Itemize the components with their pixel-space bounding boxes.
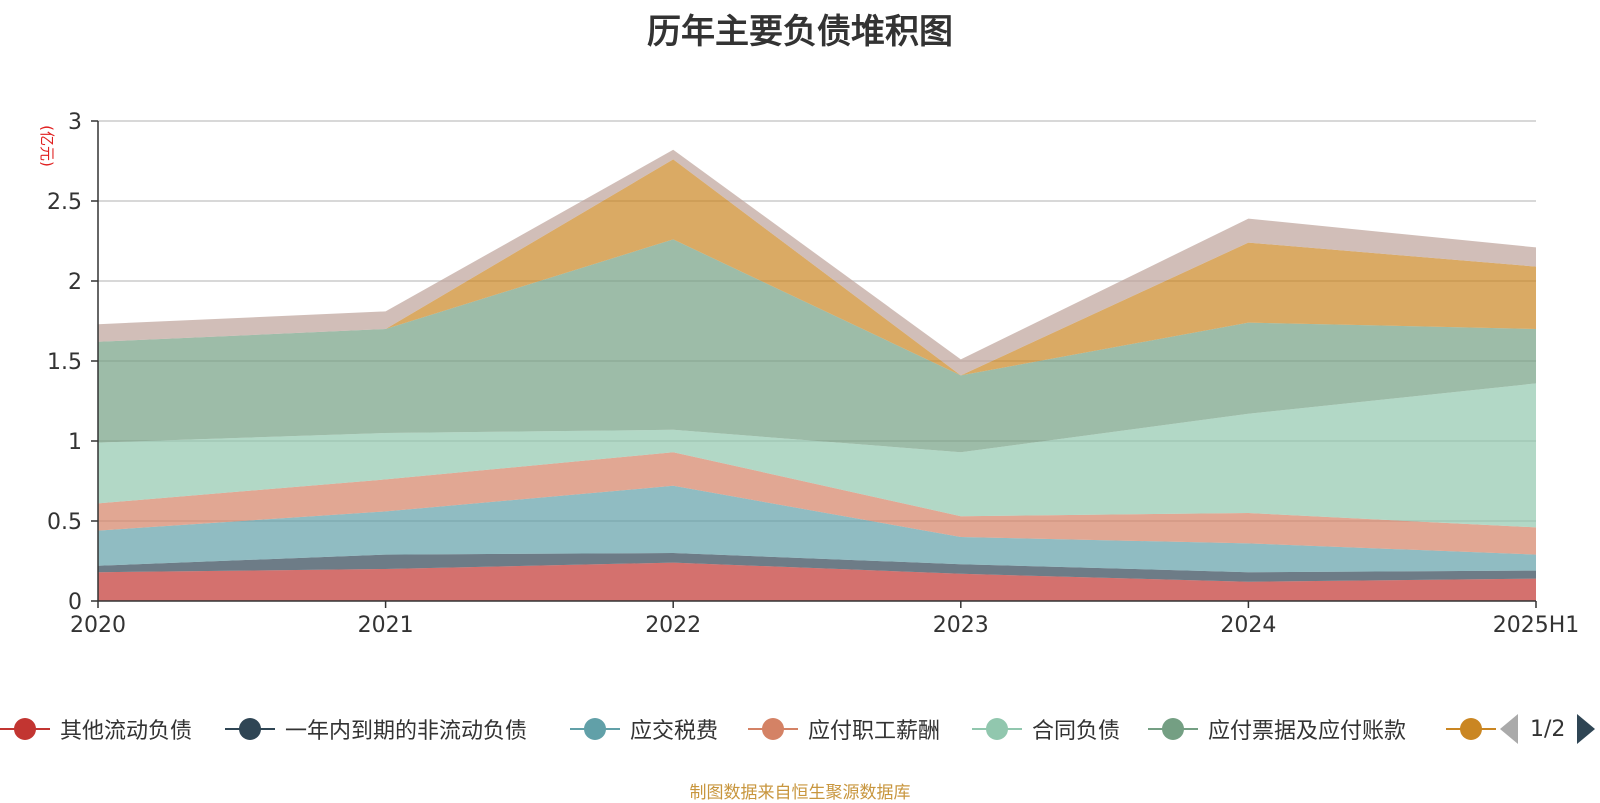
legend-label: 一年内到期的非流动负债: [285, 719, 528, 744]
x-tick-label: 2023: [933, 613, 989, 638]
area-series-1: [98, 553, 1536, 582]
legend-item[interactable]: 应付票据及应付账款: [1148, 712, 1406, 746]
legend-symbol-icon: [748, 712, 798, 746]
area-series-0: [98, 562, 1536, 601]
x-tick-label: 2025H1: [1493, 613, 1580, 638]
legend-item[interactable]: 其他流动负债: [0, 712, 192, 746]
legend-label: 应付职工薪酬: [808, 719, 941, 744]
y-tick-label: 3: [68, 110, 82, 135]
area-series-3: [98, 452, 1536, 555]
legend: 其他流动负债 一年内到期的非流动负债 应交税费 应付职工薪酬 合同负债 应付票据及应付账款…: [0, 712, 1600, 746]
legend-item[interactable]: 一年内到期的非流动负债: [225, 712, 527, 746]
axes: 0 0.5 1 1.5 2 2.5 3 2020 2021 2022 2023 2024 2025H1 (…: [38, 110, 1579, 638]
area-series-7: [98, 149, 1536, 376]
x-tick-label: 2020: [70, 613, 126, 638]
chart-title: 历年主要负债堆积图: [647, 12, 953, 52]
y-axis-unit-label: (亿元): [38, 125, 56, 167]
legend-prev-arrow-icon[interactable]: [1500, 714, 1518, 744]
legend-symbol-icon: [570, 712, 620, 746]
legend-next-arrow-icon[interactable]: [1577, 714, 1596, 744]
y-tick-label: 2.5: [47, 190, 82, 215]
y-tick-label: 1.5: [47, 350, 82, 375]
x-tick-label: 2024: [1220, 613, 1276, 638]
legend-item[interactable]: [1446, 712, 1496, 746]
legend-item[interactable]: 合同负债: [972, 712, 1120, 746]
area-series-4: [98, 383, 1536, 528]
legend-label: 应交税费: [630, 719, 719, 744]
y-tick-label: 2: [68, 270, 82, 295]
y-tick-label: 1: [68, 430, 82, 455]
legend-symbol-icon: [1148, 712, 1198, 746]
x-tick-label: 2021: [358, 613, 414, 638]
legend-item[interactable]: 应交税费: [570, 712, 718, 746]
area-series-2: [98, 485, 1536, 573]
legend-label: 其他流动负债: [60, 719, 193, 744]
legend-label: 合同负债: [1032, 719, 1121, 744]
legend-symbol-icon: [1446, 712, 1496, 746]
legend-symbol-icon: [0, 712, 50, 746]
y-tick-label: 0: [68, 590, 82, 615]
stacked-area-chart: 0 0.5 1 1.5 2 2.5 3 2020 2021 2022 2023 2024 2025H1 (…: [38, 110, 1579, 638]
legend-page-indicator: 1/2: [1530, 716, 1566, 742]
data-source-note: 制图数据来自恒生聚源数据库: [689, 783, 911, 803]
legend-item[interactable]: 应付职工薪酬: [748, 712, 940, 746]
legend-label: 应付票据及应付账款: [1208, 719, 1407, 744]
legend-pager: 1/2: [1500, 712, 1596, 746]
area-series: [98, 149, 1536, 601]
x-tick-label: 2022: [645, 613, 701, 638]
y-tick-label: 0.5: [47, 510, 82, 535]
legend-symbol-icon: [972, 712, 1022, 746]
area-series-5: [98, 239, 1536, 453]
legend-symbol-icon: [225, 712, 275, 746]
